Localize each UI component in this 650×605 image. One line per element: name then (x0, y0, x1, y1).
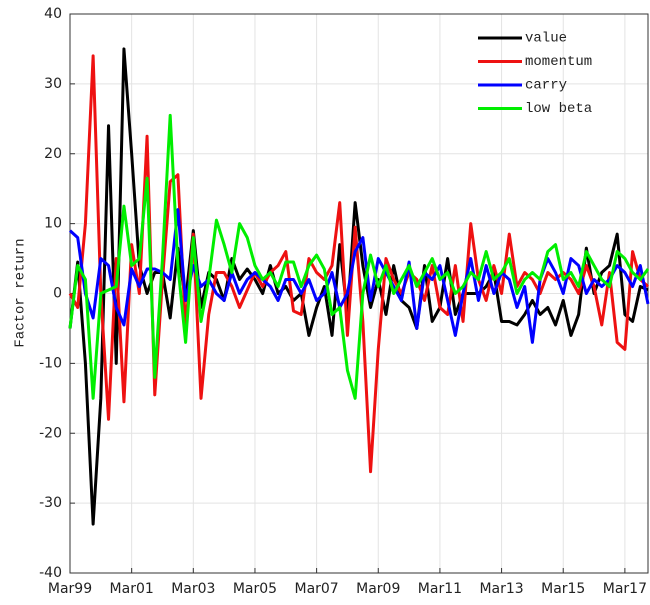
y-axis-label: Factor return (13, 238, 29, 347)
x-tick-label: Mar01 (110, 581, 154, 597)
y-tick-label: 30 (44, 76, 62, 92)
x-tick-label: Mar15 (541, 581, 585, 597)
legend-label: low beta (525, 101, 592, 117)
y-tick-label: 20 (44, 146, 62, 162)
y-tick-label: -30 (39, 495, 62, 511)
series-line (68, 54, 650, 474)
legend-label: value (525, 31, 567, 47)
x-tick-label: Mar13 (479, 581, 523, 597)
x-tick-label: Mar17 (603, 581, 647, 597)
x-tick-label: Mar99 (48, 581, 92, 597)
x-tick-label: Mar07 (294, 581, 338, 597)
legend-label: carry (525, 78, 567, 94)
x-tick-label: Mar11 (418, 581, 462, 597)
y-tick-label: 40 (44, 6, 62, 22)
y-tick-label: 0 (53, 286, 62, 302)
y-tick-label: -20 (39, 425, 62, 441)
y-tick-label: 10 (44, 216, 62, 232)
series-line (68, 47, 649, 526)
x-tick-label: Mar03 (171, 581, 215, 597)
series-line (68, 113, 650, 400)
legend-label: momentum (525, 54, 592, 70)
x-tick-label: Mar09 (356, 581, 400, 597)
x-tick-label: Mar05 (233, 581, 277, 597)
y-tick-label: -10 (39, 355, 62, 371)
series-line (68, 208, 650, 344)
y-tick-label: -40 (39, 565, 62, 581)
